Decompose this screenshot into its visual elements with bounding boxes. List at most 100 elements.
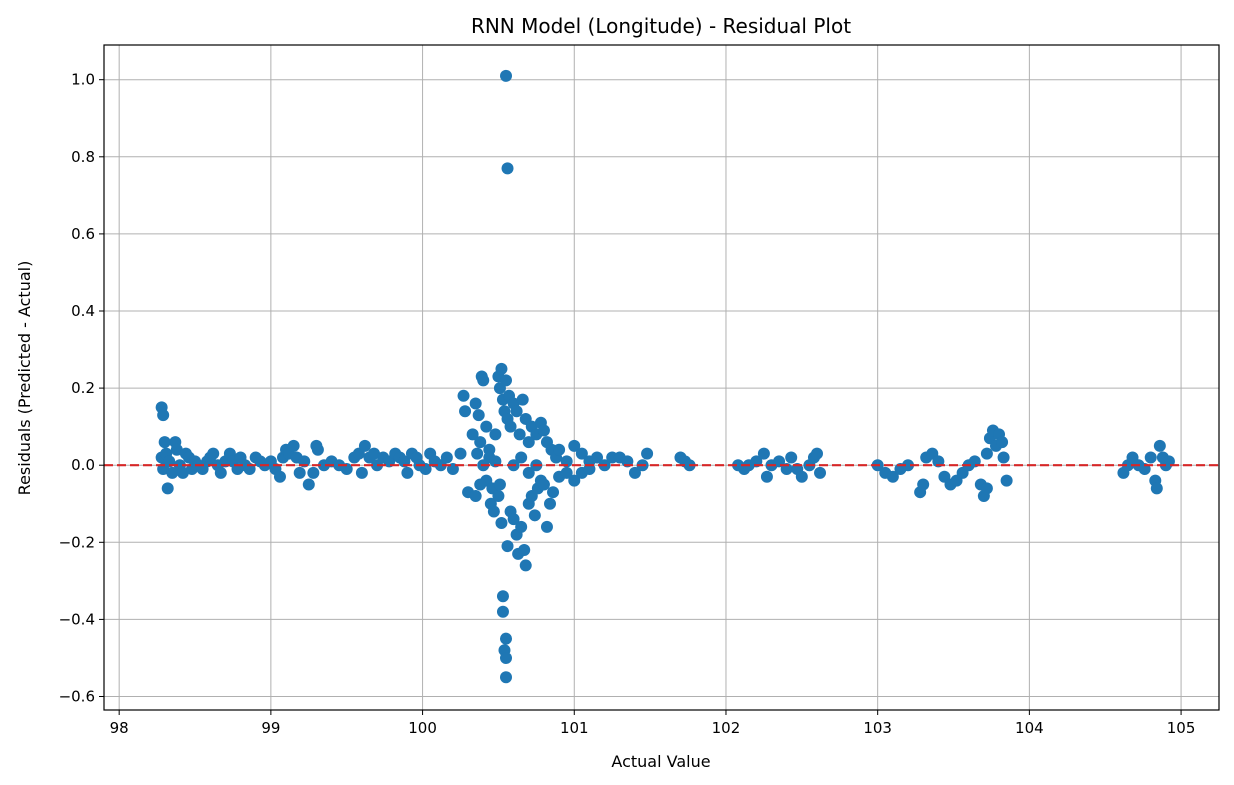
data-point (293, 466, 306, 479)
data-point (480, 420, 493, 433)
chart-title: RNN Model (Longitude) - Residual Plot (471, 14, 851, 38)
data-point (540, 520, 553, 533)
data-point (466, 428, 479, 441)
data-point (902, 459, 915, 472)
data-point (544, 497, 556, 510)
data-point (1150, 482, 1163, 495)
x-axis-label: Actual Value (611, 752, 710, 771)
data-point (207, 447, 220, 460)
data-point (757, 447, 770, 460)
data-point (997, 451, 1010, 464)
data-point (575, 447, 588, 460)
data-point (214, 466, 227, 479)
data-point (504, 420, 517, 433)
y-tick-label: 0.6 (71, 225, 95, 243)
x-tick-label: 100 (408, 719, 437, 737)
data-point (495, 362, 508, 375)
data-point (500, 671, 513, 684)
x-tick-label: 105 (1167, 719, 1196, 737)
data-point (996, 436, 1009, 449)
data-point (795, 470, 808, 483)
data-point (496, 605, 509, 618)
data-point (368, 447, 381, 460)
data-point (628, 466, 641, 479)
data-point (537, 478, 550, 491)
data-point (459, 405, 472, 418)
data-point (886, 470, 899, 483)
data-point (157, 409, 170, 422)
data-point (166, 466, 179, 479)
data-point (472, 409, 485, 422)
data-point (302, 478, 315, 491)
data-point (474, 478, 487, 491)
x-tick-label: 104 (1015, 719, 1044, 737)
y-tick-label: −0.2 (59, 533, 95, 551)
data-point (457, 389, 470, 402)
data-point (547, 486, 560, 499)
y-tick-label: 0.8 (71, 148, 95, 166)
data-point (528, 509, 541, 522)
data-point (537, 424, 550, 437)
data-point (516, 393, 529, 406)
data-point (311, 443, 324, 456)
y-tick-label: 0.4 (71, 302, 95, 320)
data-point (176, 466, 189, 479)
data-point (980, 482, 993, 495)
data-point (515, 520, 528, 533)
data-point (307, 466, 320, 479)
data-point (500, 374, 513, 387)
data-point (401, 466, 414, 479)
data-point (507, 513, 520, 526)
axes-frame (103, 44, 1220, 711)
data-point (760, 470, 773, 483)
y-axis-label: Residuals (Predicted - Actual) (15, 261, 34, 496)
data-point (814, 466, 827, 479)
data-point (358, 439, 371, 452)
data-point (492, 490, 505, 503)
data-point (522, 466, 535, 479)
data-point (273, 470, 286, 483)
x-tick-label: 102 (712, 719, 741, 737)
data-point (641, 447, 654, 460)
data-point (500, 69, 513, 82)
data-point (471, 447, 484, 460)
data-point (591, 451, 604, 464)
data-point (1153, 439, 1166, 452)
data-point (440, 451, 453, 464)
data-point (170, 443, 183, 456)
data-point (560, 466, 573, 479)
x-tick-label: 99 (261, 719, 280, 737)
y-tick-label: 1.0 (71, 71, 95, 89)
data-point (287, 439, 300, 452)
data-point (515, 451, 528, 464)
data-point (500, 632, 513, 645)
data-point (917, 478, 930, 491)
data-point (501, 162, 514, 175)
x-axis-ticks: 98 99 100 101 102 103 104 105 (110, 710, 1196, 737)
data-point (493, 478, 506, 491)
data-point (810, 447, 823, 460)
x-tick-label: 103 (863, 719, 892, 737)
data-point (355, 466, 368, 479)
y-tick-label: 0.2 (71, 379, 95, 397)
scatter-points (155, 69, 1175, 684)
data-point (519, 559, 532, 572)
y-tick-label: −0.6 (59, 688, 95, 706)
data-point (454, 447, 467, 460)
data-point (500, 651, 513, 664)
x-tick-label: 101 (560, 719, 589, 737)
data-point (568, 474, 581, 487)
data-point (501, 540, 514, 553)
data-point (469, 397, 482, 410)
data-point (553, 443, 566, 456)
data-point (1000, 474, 1013, 487)
x-tick-label: 98 (110, 719, 129, 737)
y-tick-label: −0.4 (59, 610, 95, 628)
data-point (522, 436, 535, 449)
data-point (161, 482, 174, 495)
data-point (489, 428, 502, 441)
data-point (496, 590, 509, 603)
y-axis-ticks: −0.6 −0.4 −0.2 0.0 0.2 0.4 0.6 0.8 1.0 (59, 71, 104, 706)
